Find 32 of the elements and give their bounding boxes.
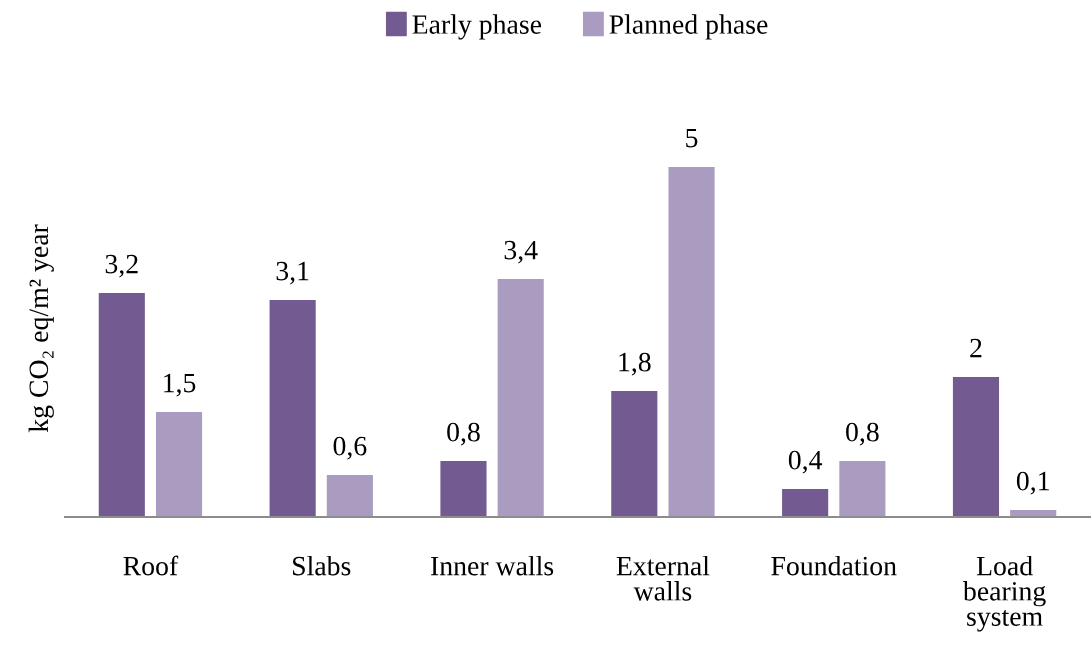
data-label: 0,1	[1016, 471, 1049, 495]
data-label: 3,2	[105, 254, 138, 278]
x-tick-label: Roof	[123, 555, 179, 576]
data-label: 0,4	[788, 450, 823, 474]
data-label: 0,8	[447, 422, 480, 446]
bar	[98, 292, 145, 517]
x-tick-label: Slabs	[293, 555, 351, 576]
bar	[611, 390, 658, 517]
legend-label: Early phase	[412, 14, 542, 40]
bar	[782, 489, 829, 517]
x-tick-label: Load bearing system	[962, 555, 1046, 632]
data-label: 3,4	[504, 240, 538, 264]
data-label: 3,1	[276, 261, 309, 285]
data-label: 2	[970, 338, 982, 358]
data-label: 5	[686, 128, 698, 148]
legend-label: Planned phase	[609, 14, 768, 40]
bar	[839, 460, 886, 517]
x-tick-label: Foundation	[771, 555, 897, 576]
bar	[952, 376, 1000, 517]
y-axis-title: kg CO₂ eq/m² year	[28, 224, 54, 433]
x-tick-label: Inner walls	[430, 555, 554, 576]
bar	[155, 411, 203, 517]
bar	[668, 166, 715, 517]
data-label: 1,5	[164, 373, 196, 397]
bar	[440, 460, 487, 517]
bar	[269, 299, 316, 517]
data-label: 1,8	[619, 352, 651, 376]
bar	[326, 474, 373, 517]
data-label: 0,8	[846, 422, 879, 446]
x-tick-label: External walls	[616, 555, 710, 601]
data-label: 0,6	[333, 436, 367, 460]
bar	[497, 278, 544, 517]
